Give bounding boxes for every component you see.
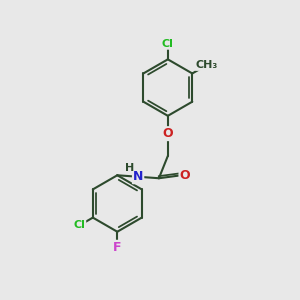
Text: CH₃: CH₃ bbox=[196, 60, 218, 70]
Text: O: O bbox=[179, 169, 190, 182]
Text: N: N bbox=[133, 170, 143, 183]
Text: O: O bbox=[163, 127, 173, 140]
Text: Cl: Cl bbox=[162, 39, 174, 49]
Text: F: F bbox=[113, 241, 122, 254]
Text: H: H bbox=[125, 164, 134, 173]
Text: Cl: Cl bbox=[74, 220, 85, 230]
